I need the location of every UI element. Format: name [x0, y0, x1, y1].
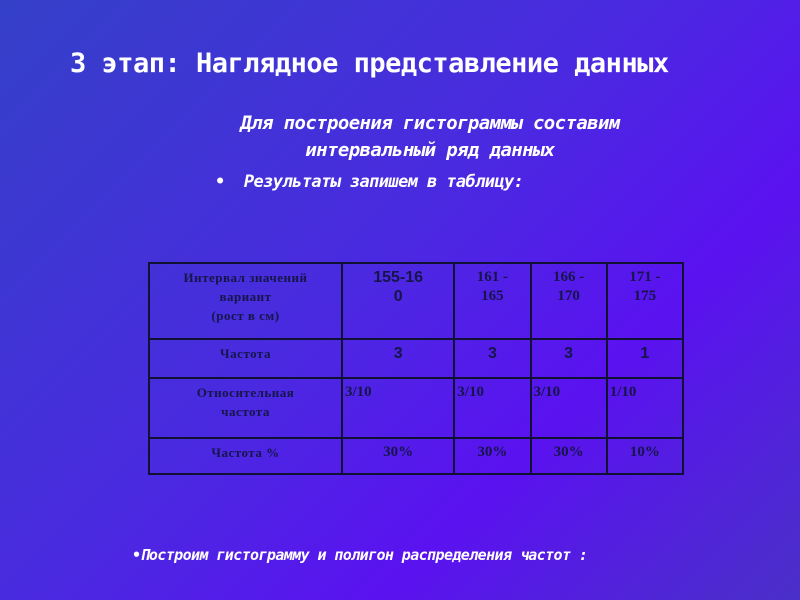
subtitle-line: интервальный ряд данных [305, 139, 555, 161]
cell-line: 165 [481, 288, 504, 304]
table-cell: 30% [340, 437, 456, 475]
cell-line: 166 - [553, 269, 585, 285]
header-line: Относительная [196, 385, 295, 400]
table-cell: 3 [453, 338, 532, 379]
bullet-icon: • [215, 172, 244, 192]
bullet-histogram: •Построим гистограмму и полигон распреде… [132, 546, 588, 564]
bullet-icon: • [132, 546, 141, 564]
bullet-results: • Результаты запишем в таблицу: [215, 172, 524, 192]
table-cell: 1 [605, 338, 685, 379]
cell-line: 175 [633, 288, 657, 304]
bullet-text: Построим гистограмму и полигон распредел… [140, 546, 588, 564]
interval-table: Интервал значений вариант (рост в см) 15… [148, 262, 685, 475]
table-cell: 30% [453, 437, 532, 475]
header-line: Интервал значений [183, 270, 308, 285]
table-row: Частота % 30% 30% 30% 10% [148, 437, 685, 475]
row-header: Частота % [148, 437, 343, 475]
table-cell: 1/10 [605, 377, 685, 439]
header-line: частота [221, 404, 270, 419]
table-row: Относительная частота 3/10 3/10 3/10 1/1… [148, 377, 685, 439]
table-cell: 30% [529, 437, 608, 475]
header-line: (рост в см) [211, 308, 280, 323]
table-cell: 155-16 0 [340, 262, 456, 340]
cell-line: 155-16 [373, 269, 424, 286]
table-cell: 166 - 170 [529, 262, 608, 340]
slide-title: 3 этап: Наглядное представление данных [70, 48, 669, 79]
table-cell: 3 [529, 338, 608, 379]
cell-line: 171 - [629, 269, 661, 285]
cell-line: 161 - [476, 269, 509, 285]
header-line: вариант [219, 289, 272, 304]
table-cell: 3 [340, 338, 456, 379]
cell-line: 0 [393, 288, 403, 305]
table-cell: 10% [605, 437, 685, 475]
subtitle-line: Для построения гистограммы составим [240, 112, 620, 134]
table-cell: 3/10 [340, 377, 456, 439]
slide-subtitle: Для построения гистограммы составим инте… [150, 110, 710, 164]
bullet-text: Результаты запишем в таблицу: [243, 172, 524, 192]
table-row: Интервал значений вариант (рост в см) 15… [148, 262, 685, 340]
table-cell: 3/10 [529, 377, 608, 439]
table-cell: 171 - 175 [605, 262, 685, 340]
row-header: Относительная частота [148, 377, 343, 439]
row-header: Интервал значений вариант (рост в см) [148, 262, 343, 340]
table-row: Частота 3 3 3 1 [148, 338, 685, 379]
table-cell: 3/10 [453, 377, 532, 439]
cell-line: 170 [557, 288, 580, 304]
row-header: Частота [148, 338, 343, 379]
table-cell: 161 - 165 [453, 262, 532, 340]
